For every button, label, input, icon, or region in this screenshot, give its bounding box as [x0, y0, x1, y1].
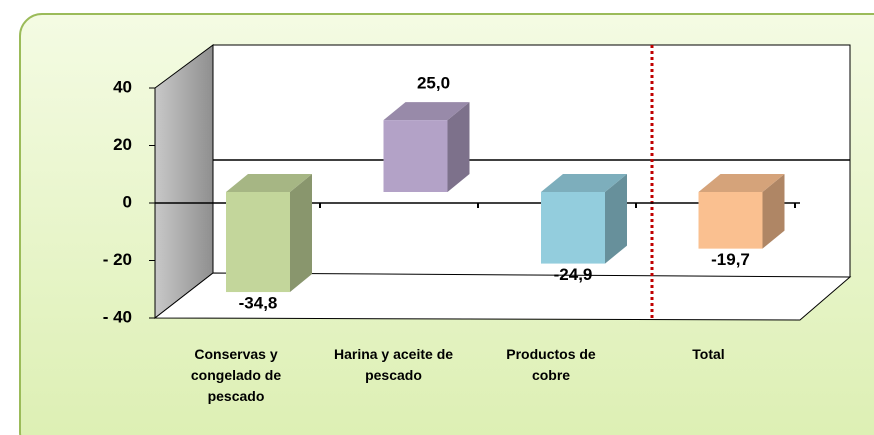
x-tick-label: Conservas y congelado de pescado	[190, 346, 282, 404]
bar-side	[762, 174, 785, 249]
bar-top	[541, 174, 627, 192]
bar-top	[698, 174, 785, 192]
floor	[153, 272, 852, 321]
value-label: -19,7	[711, 250, 750, 269]
bar	[383, 120, 448, 192]
bar	[226, 192, 290, 293]
bar-side	[605, 174, 627, 264]
bar-top	[226, 174, 312, 192]
x-tick-label: Total	[692, 346, 725, 362]
x-tick-label: Productos de cobre	[506, 346, 596, 383]
value-label: 25,0	[417, 74, 450, 93]
bar-side	[447, 102, 470, 192]
bar	[698, 192, 763, 249]
x-tick-label: Harina y aceite de pescado	[333, 346, 454, 383]
y-tick-label: 20	[113, 135, 132, 154]
value-label: -24,9	[554, 265, 593, 284]
bar-side	[290, 174, 312, 293]
value-label: -34,8	[239, 294, 278, 313]
bar-top	[383, 102, 470, 121]
y-tick-label: - 40	[103, 307, 132, 326]
y-tick-label: 0	[123, 192, 132, 211]
y-tick-label: - 20	[103, 250, 132, 269]
bar	[541, 192, 605, 264]
y-tick-label: 40	[113, 77, 132, 96]
side-wall	[154, 44, 214, 320]
